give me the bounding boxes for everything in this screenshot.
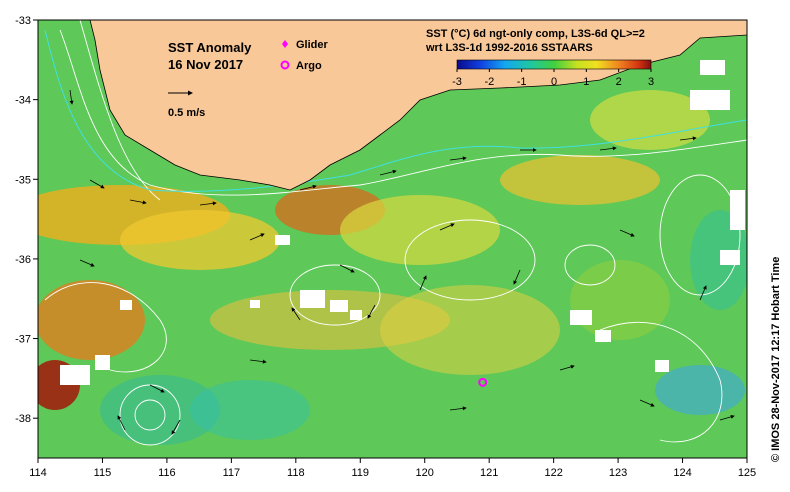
argo-floats — [478, 377, 488, 387]
y-tick-label: -33 — [15, 15, 31, 27]
product-description-line2: wrt L3S-1d 1992-2016 SSTAARS — [425, 42, 593, 54]
x-tick-label: 120 — [416, 467, 434, 479]
current-vectors — [69, 89, 735, 435]
x-tick-label: 122 — [544, 467, 562, 479]
product-description-line1: SST (°C) 6d ngt-only comp, L3S-6d QL>=2 — [426, 28, 645, 40]
y-tick-label: -35 — [15, 174, 31, 186]
x-tick-label: 117 — [223, 467, 241, 479]
x-tick-label: 114 — [29, 467, 47, 479]
argo-float-marker — [478, 377, 488, 387]
colorbar: -3 -2 -1 0 1 2 3 — [452, 59, 654, 88]
y-tick-label: -34 — [15, 95, 31, 107]
y-axis: -33 -34 -35 -36 -37 -38 — [15, 15, 38, 425]
x-axis: 114 115 116 117 118 119 120 121 122 123 124 125 — [29, 458, 756, 479]
argo-icon — [280, 60, 290, 70]
colorbar-tick-label: 2 — [616, 76, 622, 88]
glider-label: Glider — [296, 39, 329, 51]
y-tick-label: -38 — [15, 413, 31, 425]
x-tick-label: 125 — [738, 467, 756, 479]
colorbar-tick-label: 1 — [583, 76, 589, 88]
colorbar-tick-label: -1 — [517, 76, 527, 88]
colorbar-tick-label: 3 — [648, 76, 654, 88]
colorbar-tick-label: -3 — [452, 76, 462, 88]
argo-label: Argo — [296, 60, 322, 72]
colorbar-tick-label: -2 — [484, 76, 494, 88]
colorbar-tick-label: 0 — [551, 76, 557, 88]
x-tick-label: 116 — [158, 467, 176, 479]
colorbar-gradient — [456, 59, 652, 70]
y-tick-label: -36 — [15, 254, 31, 266]
credit-text: © IMOS 28-Nov-2017 12:17 Hobart Time — [770, 257, 782, 462]
x-tick-label: 121 — [480, 467, 498, 479]
x-tick-label: 119 — [351, 467, 369, 479]
glider-icon — [282, 40, 288, 48]
x-tick-label: 115 — [94, 467, 112, 479]
no-data-patches — [60, 60, 745, 385]
map-title: SST Anomaly — [168, 40, 252, 55]
x-tick-label: 124 — [673, 467, 691, 479]
scale-label: 0.5 m/s — [168, 107, 205, 119]
x-tick-label: 118 — [287, 467, 305, 479]
map-date: 16 Nov 2017 — [168, 57, 243, 72]
x-tick-label: 123 — [609, 467, 627, 479]
plot-area — [38, 20, 747, 458]
plot-frame — [37, 19, 748, 459]
marker-legend: Glider Argo — [280, 39, 329, 72]
y-tick-label: -37 — [15, 334, 31, 346]
shelf-isobath — [44, 29, 747, 192]
